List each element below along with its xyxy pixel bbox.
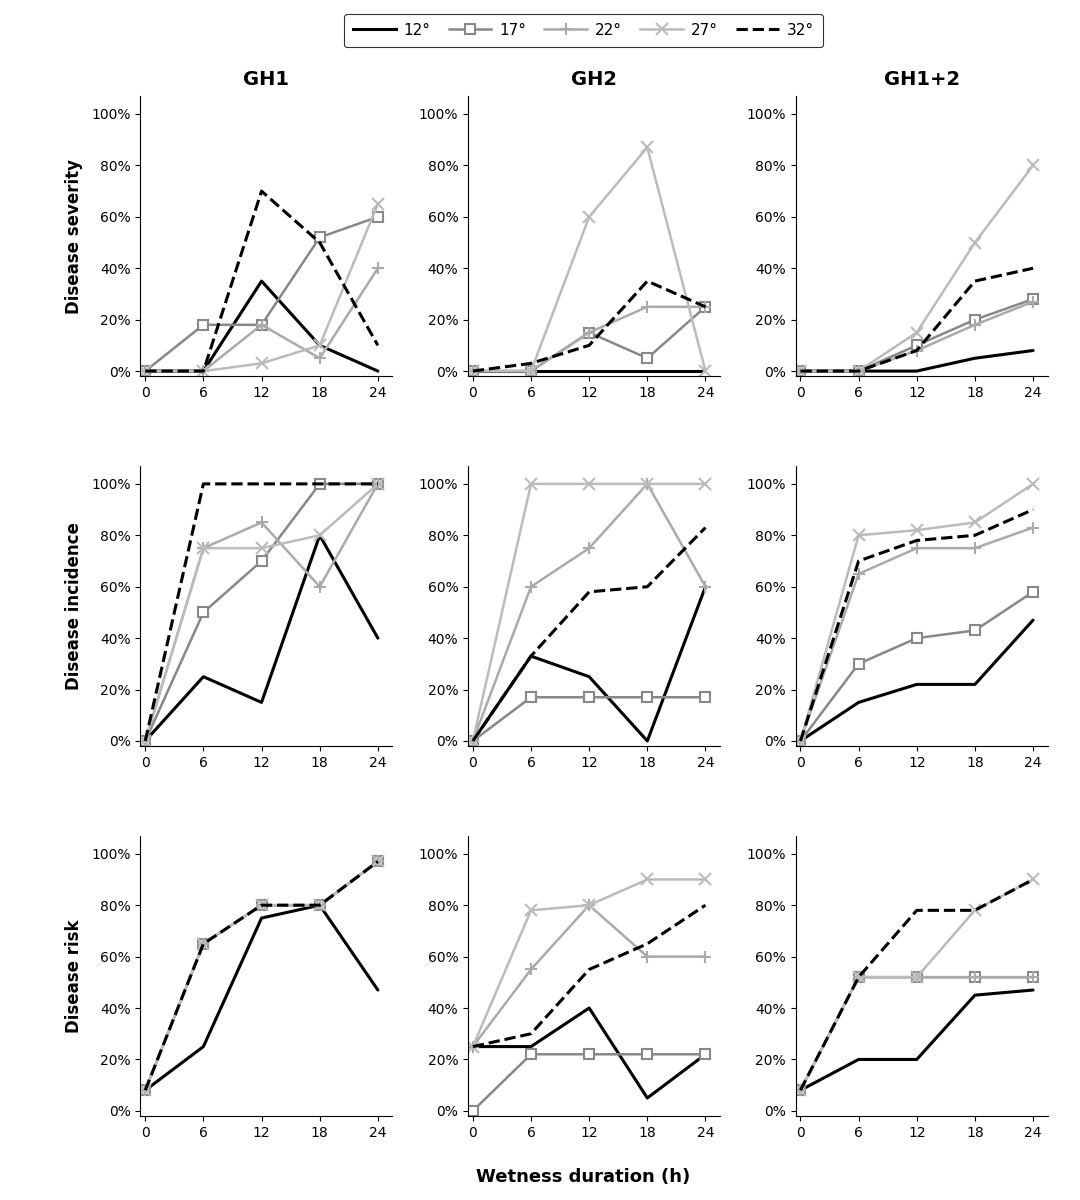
Y-axis label: Disease risk: Disease risk [65,919,83,1033]
Title: GH2: GH2 [571,70,617,89]
Y-axis label: Disease incidence: Disease incidence [65,522,83,690]
Legend: 12°, 17°, 22°, 27°, 32°: 12°, 17°, 22°, 27°, 32° [343,13,823,47]
Text: Wetness duration (h): Wetness duration (h) [476,1168,690,1186]
Title: GH1: GH1 [243,70,289,89]
Title: GH1+2: GH1+2 [883,70,960,89]
Y-axis label: Disease severity: Disease severity [65,158,83,313]
